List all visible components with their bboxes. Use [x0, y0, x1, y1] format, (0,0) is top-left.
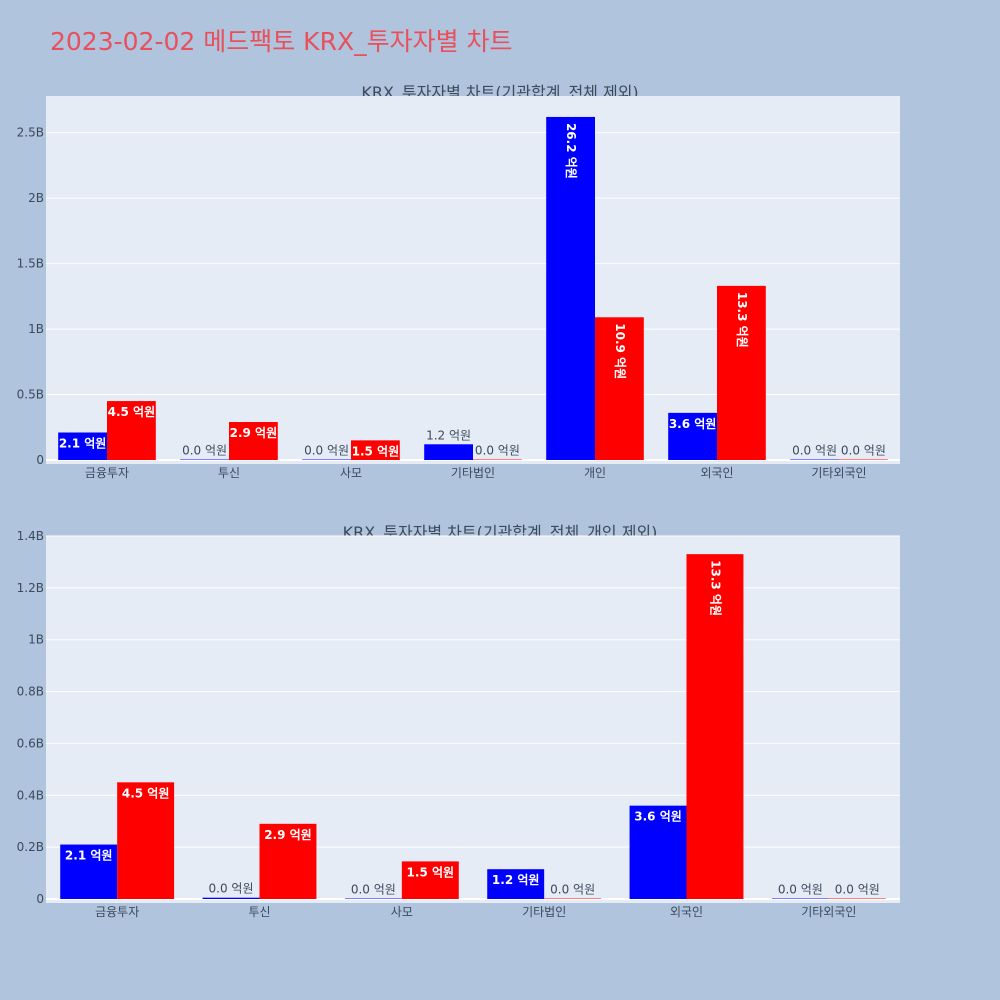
y-tick-label: 0.8B — [17, 685, 44, 699]
bar — [595, 317, 644, 460]
plot-background — [46, 536, 900, 903]
bar — [107, 401, 156, 460]
y-tick-label: 2B — [28, 191, 44, 205]
bar — [259, 823, 317, 899]
y-tick-label: 0 — [36, 453, 44, 467]
bar — [117, 782, 175, 899]
y-tick-label: 1B — [28, 633, 44, 647]
bar-value-label: 1.2 억원 — [492, 873, 540, 887]
x-tick-label: 기타법인 — [522, 905, 566, 919]
bar-value-label: 4.5 억원 — [122, 786, 170, 800]
bar-value-label: 13.3 억원 — [708, 560, 722, 616]
bar-value-label: 2.1 억원 — [65, 849, 113, 863]
bar — [180, 459, 229, 460]
bar-value-label: 2.9 억원 — [264, 828, 312, 842]
x-tick-label: 기타외국인 — [801, 905, 856, 919]
bar-value-label: 4.5 억원 — [108, 405, 156, 419]
bar — [344, 898, 402, 899]
x-tick-label: 외국인 — [670, 905, 703, 919]
bar-value-label: 1.5 억원 — [352, 444, 400, 458]
bar — [60, 844, 118, 899]
bar-value-label: 1.5 억원 — [407, 865, 455, 879]
bar-value-label: 0.0 억원 — [841, 444, 886, 458]
bar-value-label: 0.0 억원 — [778, 883, 823, 897]
bar — [473, 459, 522, 460]
bar — [668, 412, 717, 460]
bar — [717, 285, 766, 460]
bar-value-label: 2.9 억원 — [230, 426, 278, 440]
bar — [544, 898, 602, 899]
bar — [302, 459, 351, 460]
bar-value-label: 0.0 억원 — [475, 444, 520, 458]
bar — [424, 444, 473, 460]
bar-value-label: 3.6 억원 — [634, 810, 682, 824]
bar — [351, 440, 400, 460]
bar — [828, 898, 886, 899]
bar — [487, 869, 545, 899]
x-tick-label: 기타외국인 — [811, 466, 866, 480]
bar — [401, 861, 459, 899]
y-tick-label: 1.2B — [17, 581, 44, 595]
y-tick-label: 0.5B — [17, 388, 44, 402]
bar — [58, 432, 107, 460]
bar-value-label: 2.1 억원 — [59, 437, 107, 451]
bar — [839, 459, 888, 460]
bar-value-label: 1.2 억원 — [426, 428, 471, 442]
x-tick-label: 사모 — [340, 466, 362, 480]
bar — [771, 898, 829, 899]
x-tick-label: 투신 — [248, 905, 270, 919]
bar — [686, 554, 744, 899]
x-tick-label: 외국인 — [700, 466, 733, 480]
bar — [229, 422, 278, 460]
bar — [202, 897, 260, 899]
bar — [546, 116, 595, 460]
bar-value-label: 26.2 억원 — [564, 123, 578, 179]
bar-value-label: 0.0 억원 — [835, 883, 880, 897]
y-tick-label: 1B — [28, 322, 44, 336]
bar-value-label: 3.6 억원 — [669, 417, 717, 431]
bar-value-label: 0.0 억원 — [792, 444, 837, 458]
x-tick-label: 금융투자 — [95, 905, 139, 919]
bar — [629, 805, 687, 899]
bar-value-label: 0.0 억원 — [209, 882, 254, 896]
y-tick-label: 0.6B — [17, 736, 44, 750]
x-tick-label: 금융투자 — [85, 466, 129, 480]
y-tick-label: 1.5B — [17, 257, 44, 271]
x-tick-label: 개인 — [584, 466, 606, 480]
bar-value-label: 0.0 억원 — [550, 883, 595, 897]
y-tick-label: 0.4B — [17, 788, 44, 802]
bar-value-label: 0.0 억원 — [182, 444, 227, 458]
x-tick-label: 사모 — [391, 905, 413, 919]
bar-value-label: 10.9 억원 — [613, 323, 627, 379]
y-tick-label: 2.5B — [17, 126, 44, 140]
y-tick-label: 1.4B — [17, 529, 44, 543]
x-tick-label: 투신 — [218, 466, 240, 480]
page-title: 2023-02-02 메드팩토 KRX_투자자별 차트 — [50, 27, 513, 56]
bar-value-label: 0.0 억원 — [351, 883, 396, 897]
y-tick-label: 0 — [36, 892, 44, 906]
bar — [790, 459, 839, 460]
bar-value-label: 13.3 억원 — [735, 292, 749, 348]
x-tick-label: 기타법인 — [451, 466, 495, 480]
y-tick-label: 0.2B — [17, 840, 44, 854]
bar-value-label: 0.0 억원 — [304, 444, 349, 458]
